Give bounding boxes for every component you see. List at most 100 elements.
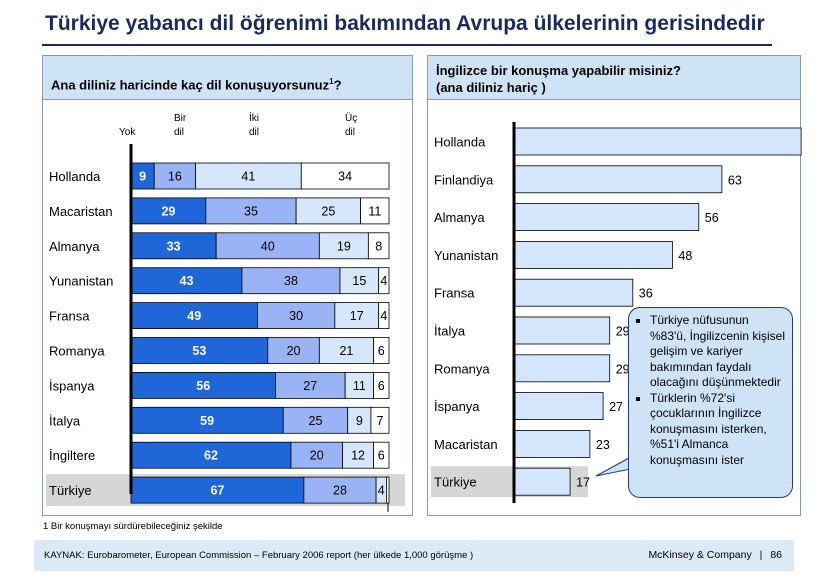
data-label: 11	[353, 379, 366, 393]
bar-segment	[378, 302, 390, 330]
bar-segment	[334, 302, 380, 330]
bar-segment	[295, 197, 362, 225]
category-label: Almanya	[434, 210, 485, 225]
data-label: 8	[375, 239, 382, 253]
bar-segment	[290, 441, 343, 469]
column-header: dil	[345, 127, 355, 138]
footnote: 1 Bir konuşmayı sürdürebileceğiniz şekil…	[43, 521, 223, 532]
data-label: 9	[356, 414, 363, 428]
bar-segment	[318, 337, 374, 364]
category-label: Macaristan	[49, 204, 113, 219]
data-label: 29	[616, 362, 630, 376]
data-label: 1	[385, 516, 391, 517]
category-label: İspanya	[434, 399, 480, 414]
data-label: 41	[241, 170, 255, 184]
bar-segment	[370, 406, 390, 434]
data-label: 62	[204, 449, 218, 463]
callout-bullet: Türkiye nüfusunun %83'ü, İngilizcenin ki…	[650, 313, 786, 391]
page-number: 86	[770, 549, 782, 561]
bar-segment	[205, 197, 297, 225]
data-label: 9	[139, 170, 146, 184]
bar	[513, 127, 802, 156]
bar-segment	[130, 441, 292, 469]
bar-segment	[257, 302, 336, 330]
category-label: Romanya	[49, 344, 105, 359]
bar-segment	[282, 406, 349, 434]
bar-segment	[373, 441, 390, 469]
category-label: Hollanda	[49, 169, 101, 184]
bar-segment	[303, 476, 377, 504]
category-label: Macaristan	[434, 437, 498, 452]
data-label: 20	[287, 344, 301, 358]
category-label: Yunanistan	[49, 274, 113, 289]
data-label: 15	[352, 274, 366, 288]
footnote-marker: 1	[329, 77, 334, 86]
data-label: 29	[616, 325, 630, 339]
data-label: 59	[200, 414, 214, 428]
bar	[513, 278, 634, 307]
callout-box: Türkiye nüfusunun %83'ü, İngilizcenin ki…	[628, 307, 793, 498]
bar	[513, 165, 723, 194]
data-label: 4	[380, 309, 387, 323]
category-label: İngiltere	[49, 448, 95, 463]
left-chart-title: Ana diliniz haricinde kaç dil konuşuyors…	[43, 56, 412, 100]
data-label: 17	[576, 476, 590, 490]
page-title: Türkiye yabancı dil öğrenimi bakımından …	[45, 12, 765, 35]
data-label: 12	[351, 449, 365, 463]
column-header: Üç	[345, 112, 357, 124]
bar	[513, 316, 611, 345]
bar-segment	[339, 267, 380, 295]
bar	[513, 429, 591, 458]
data-label: 53	[192, 344, 206, 358]
bar	[513, 203, 700, 232]
data-label: 67	[210, 484, 224, 498]
data-label: 48	[678, 249, 692, 263]
data-label: 56	[196, 379, 210, 393]
page-separator: |	[759, 549, 763, 561]
bar-segment	[344, 371, 374, 399]
data-label: 27	[609, 400, 623, 414]
data-label: 23	[596, 438, 610, 452]
data-label: 38	[284, 274, 298, 288]
right-chart-title: İngilizce bir konuşma yapabilir misiniz?…	[428, 56, 800, 100]
source-bar: KAYNAK: Eurobarometer, European Commissi…	[34, 540, 794, 571]
left-chart-title-text: Ana diliniz haricinde kaç dil konuşuyors…	[51, 77, 330, 93]
data-label: 40	[261, 239, 275, 253]
right-chart-title-line1: İngilizce bir konuşma yapabilir misiniz?	[436, 63, 681, 78]
bar	[513, 392, 604, 421]
category-label: Fransa	[49, 309, 90, 324]
bar	[513, 240, 673, 269]
category-label: Türkiye	[49, 483, 92, 498]
category-label: Fransa	[434, 286, 475, 301]
bar-segment	[130, 371, 276, 399]
category-label: Almanya	[49, 239, 100, 254]
title-rule	[42, 44, 772, 46]
bar-segment	[130, 267, 243, 295]
data-label: 33	[167, 239, 181, 253]
column-header: Yok	[119, 127, 136, 138]
data-label: 6	[378, 449, 385, 463]
bar-segment	[241, 267, 341, 295]
data-label: 7	[376, 414, 383, 428]
bar-segment	[367, 232, 390, 260]
callout-bullet: Türklerin %72'si çocuklarının İngilizce …	[650, 391, 786, 469]
bar	[513, 354, 611, 383]
data-label: 25	[309, 414, 323, 428]
category-label: Romanya	[434, 361, 490, 376]
data-label: 6	[378, 379, 385, 393]
data-label: 4	[378, 484, 385, 498]
brand-name: McKinsey & Company	[648, 549, 752, 561]
bar-segment	[130, 476, 305, 504]
data-label: 21	[339, 344, 353, 358]
bar-segment	[373, 337, 390, 364]
category-label: Türkiye	[434, 475, 477, 490]
data-label: 16	[168, 170, 182, 184]
data-label: 20	[310, 449, 324, 463]
bar-segment	[318, 232, 369, 260]
column-header: Bir	[174, 113, 187, 124]
bar-segment	[275, 371, 346, 399]
column-header: dil	[174, 127, 184, 138]
bar-segment	[153, 162, 196, 190]
category-label: İspanya	[49, 378, 95, 393]
